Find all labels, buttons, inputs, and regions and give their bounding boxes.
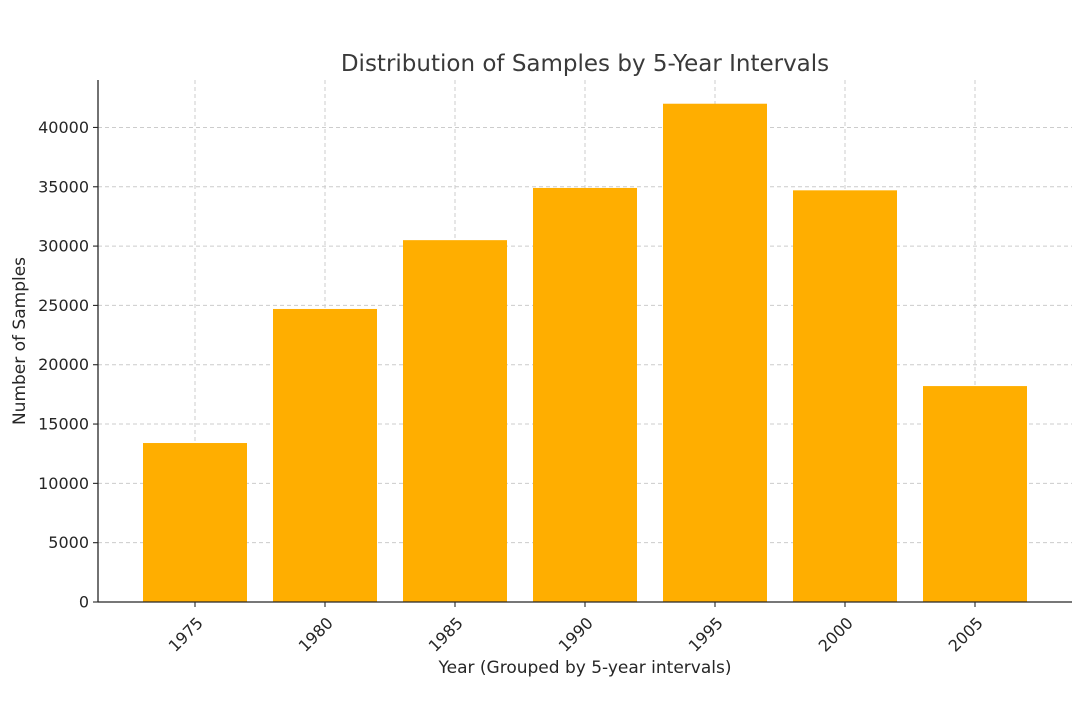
y-tick-label: 35000	[38, 177, 89, 196]
x-tick-label: 1990	[555, 613, 597, 655]
y-tick-label: 25000	[38, 296, 89, 315]
x-tick-label: 2000	[815, 613, 857, 655]
y-tick-label: 30000	[38, 237, 89, 256]
bars-layer	[143, 103, 1027, 603]
y-tick-label: 20000	[38, 355, 89, 374]
bar-2005	[923, 386, 1027, 602]
x-tick-label: 1985	[425, 613, 467, 655]
x-tick-label: 1975	[165, 613, 207, 655]
x-tick-label: 2005	[945, 613, 987, 655]
y-axis-label: Number of Samples	[10, 257, 30, 425]
y-tick-label: 0	[79, 593, 89, 612]
y-tick-label: 10000	[38, 474, 89, 493]
x-axis-label: Year (Grouped by 5-year intervals)	[438, 658, 732, 678]
y-tick-label: 40000	[38, 118, 89, 137]
x-tick-label: 1980	[295, 613, 337, 655]
y-tick-label: 15000	[38, 415, 89, 434]
bar-1980	[273, 308, 377, 602]
bar-1990	[533, 187, 637, 602]
y-tick-label: 5000	[48, 533, 89, 552]
bar-1975	[143, 443, 247, 602]
bar-2000	[793, 190, 897, 602]
x-tick-label: 1995	[685, 613, 727, 655]
bar-1985	[403, 240, 507, 602]
bar-1995	[663, 103, 767, 603]
chart-title: Distribution of Samples by 5-Year Interv…	[341, 51, 829, 77]
